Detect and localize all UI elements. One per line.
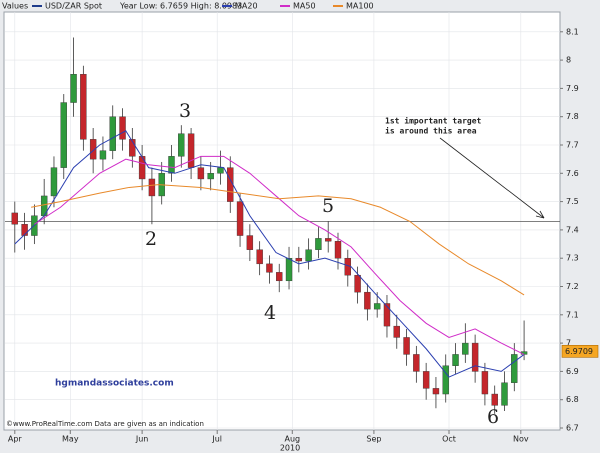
candle-body <box>60 102 67 168</box>
annotation: is around this area <box>385 126 477 136</box>
plot <box>5 37 560 414</box>
legend-label: MA50 <box>293 2 316 11</box>
legend-label: MA20 <box>235 2 258 11</box>
x-tick-label: Jul <box>211 435 222 444</box>
candle-body <box>305 249 312 262</box>
source: ©www.ProRealTime.com Data are given as a… <box>6 420 204 428</box>
annotation: 4 <box>264 302 276 324</box>
candle-body <box>364 291 371 310</box>
candle-body <box>393 325 400 338</box>
y-tick-label: 8 <box>566 56 571 65</box>
candle-body <box>89 139 97 160</box>
candle-body <box>276 272 283 282</box>
y-tick-label: 6.8 <box>566 395 579 404</box>
y-tick-label: 7 <box>566 339 571 348</box>
y-tick-label: 6.9 <box>566 367 579 376</box>
candle-body <box>129 139 136 157</box>
x-tick-label: Apr <box>8 435 23 444</box>
y-tick-label: 7.1 <box>566 310 579 319</box>
arrow <box>439 137 545 219</box>
x-tick-label: Nov <box>513 435 529 444</box>
candle-body <box>266 263 273 273</box>
ma-line <box>31 184 525 296</box>
candle-body <box>373 303 381 310</box>
ma-line <box>34 155 525 355</box>
candle-body <box>50 167 58 197</box>
candle-body <box>295 257 303 262</box>
candle-body <box>491 393 498 406</box>
candle-body <box>187 133 195 168</box>
watermark: hgmandassociates.com <box>55 379 174 389</box>
annotation: 5 <box>322 195 334 217</box>
candle-body <box>315 238 322 250</box>
price-label: 6.9709 <box>565 347 593 356</box>
candle-body <box>119 116 126 140</box>
candle-body <box>70 74 77 103</box>
candle-body <box>325 238 332 242</box>
candle-body <box>236 201 244 236</box>
candle-body <box>354 274 361 293</box>
price-box <box>561 345 599 358</box>
candle-body <box>481 371 489 395</box>
plot-area <box>3 11 561 431</box>
x-tick-label: Sep <box>366 435 381 444</box>
candle-body <box>501 382 508 406</box>
candle-body <box>21 224 28 236</box>
candle-body <box>285 257 293 282</box>
candle-body <box>80 74 87 140</box>
candle-body <box>432 388 440 395</box>
arrow-head <box>535 210 545 219</box>
candle-body <box>256 249 263 265</box>
candle-body <box>217 167 224 174</box>
annotation: 1st important target <box>385 116 482 126</box>
x-tick-label: May <box>62 435 79 444</box>
x-axis-label: 2010 <box>280 444 300 453</box>
candle-body <box>99 150 107 160</box>
y-tick-label: 7.7 <box>566 140 579 149</box>
candle-body <box>334 241 342 259</box>
candle-body <box>413 354 420 372</box>
candle-body <box>462 342 469 355</box>
x-tick-label: Oct <box>442 435 456 444</box>
y-tick-label: 7.9 <box>566 84 579 93</box>
candle-body <box>422 371 430 389</box>
candle-body <box>168 156 175 174</box>
candle-body <box>11 212 18 225</box>
annotation: 3 <box>179 100 191 122</box>
y-tick-label: 7.2 <box>566 282 579 291</box>
candle-body <box>442 365 449 395</box>
ma-line <box>14 130 525 378</box>
legend-title: USD/ZAR Spot <box>45 2 102 11</box>
candle-body <box>246 235 254 250</box>
candle-body <box>383 303 391 327</box>
subtitle: Year Low: 6.7659 High: 8.0983 <box>119 2 242 11</box>
x-tick-label: Jun <box>135 435 149 444</box>
candle-body <box>207 173 214 180</box>
candle-body <box>109 116 116 151</box>
annotation: 2 <box>145 228 157 250</box>
x-tick-label: Aug <box>284 435 300 444</box>
y-tick-label: 7.5 <box>566 197 579 206</box>
y-tick-label: 8.1 <box>566 27 579 36</box>
y-tick-label: 6.7 <box>566 424 579 433</box>
candle-body <box>197 167 205 180</box>
candle-body <box>403 337 410 355</box>
legend-label: MA100 <box>346 2 374 11</box>
legend-label: Values <box>2 2 28 11</box>
candle-body <box>178 133 185 157</box>
candle-body <box>452 354 459 366</box>
candle-body <box>471 342 479 372</box>
y-tick-label: 7.4 <box>566 225 579 234</box>
candle-body <box>148 178 156 197</box>
annotation: 6 <box>487 406 499 428</box>
y-tick-label: 7.8 <box>566 112 579 121</box>
candle-body <box>511 354 518 383</box>
y-tick-label: 7.6 <box>566 169 579 178</box>
y-tick-label: 7.3 <box>566 254 579 263</box>
candle-body <box>227 167 234 202</box>
